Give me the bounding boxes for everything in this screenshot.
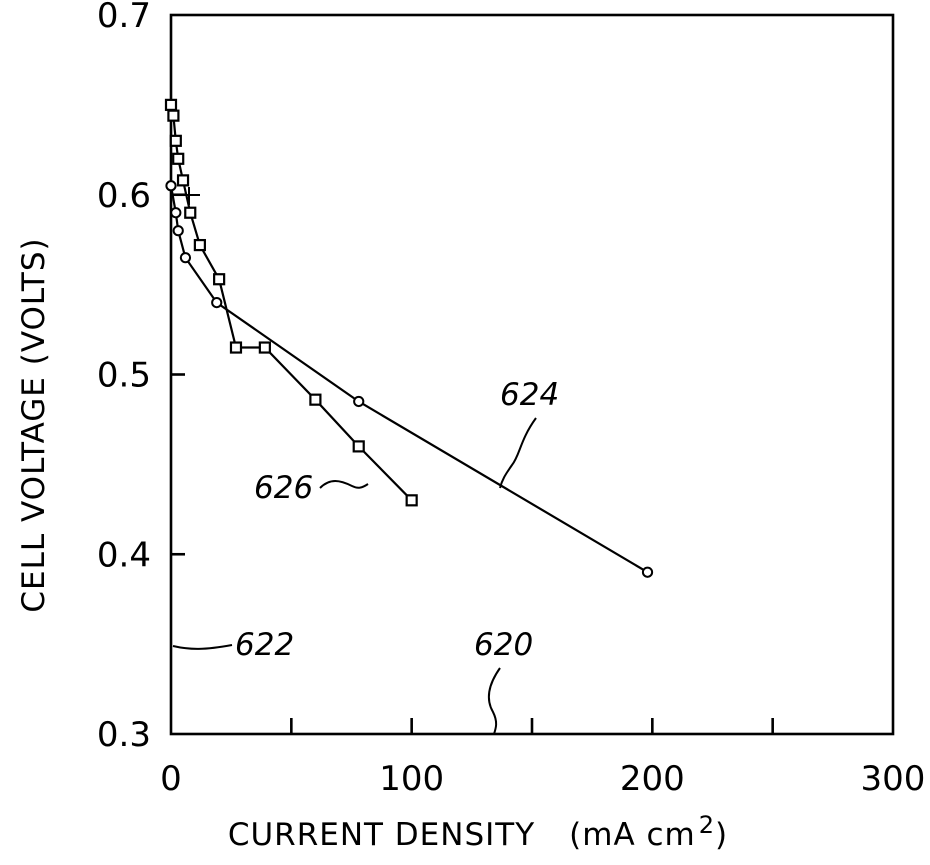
leader-624 [499,417,537,489]
y-tick-label: 0.5 [97,356,151,396]
y-axis-title: CELL VOLTAGE (VOLTS) [16,237,52,612]
data-point-circle [353,395,365,408]
x-axis-title-group: CURRENT DENSITY (mA cm 2) [228,811,728,853]
x-tick-label: 100 [379,759,444,799]
data-point-circle [211,297,223,309]
axis-ticks: 0 100 200 300 0.3 0.4 0.5 0.6 0.7 [97,0,926,799]
series-624 [165,180,654,578]
y-tick-label: 0.6 [97,176,151,216]
y-tick-label: 0.7 [97,0,151,36]
y-tick-label: 0.4 [97,535,151,575]
label-626: 626 [254,470,313,506]
label-622: 622 [235,627,294,663]
data-point-square [172,152,185,165]
data-point-square [213,273,226,286]
data-point-circle [172,225,184,237]
label-624: 624 [500,377,559,413]
annotation-layer: 624 626 622 620 [172,377,559,735]
data-point-square [229,341,243,354]
data-point-square [405,494,418,507]
data-point-square [169,134,182,147]
data-point-circle [641,566,654,578]
series-layer [164,98,654,578]
leader-620 [487,667,501,735]
data-point-square [258,341,271,354]
data-point-square [184,206,197,219]
x-tick-label: 0 [160,759,182,799]
series-626-curve [169,104,413,502]
data-point-circle [179,252,192,264]
leader-622 [172,644,233,650]
label-620: 620 [474,627,533,663]
leader-626 [319,480,369,489]
data-point-square [193,238,206,252]
data-point-square [167,109,180,122]
x-tick-label: 300 [861,759,926,799]
x-axis-unit-prefix: (mA cm [569,817,696,853]
x-axis-title: CURRENT DENSITY [228,817,535,853]
x-axis-unit-suffix: ) [715,817,728,853]
data-point-circle [170,207,182,219]
cross-mark [179,187,200,205]
series-624-curve [169,185,649,574]
data-point-square [309,393,322,406]
data-point-circle [165,180,177,192]
x-axis-unit-superscript: 2 [699,811,715,839]
x-tick-label: 200 [620,759,685,799]
data-point-square [176,174,190,187]
y-tick-label: 0.3 [97,715,151,755]
data-point-square [164,98,178,111]
data-point-square [352,440,365,453]
series-626 [164,98,418,507]
